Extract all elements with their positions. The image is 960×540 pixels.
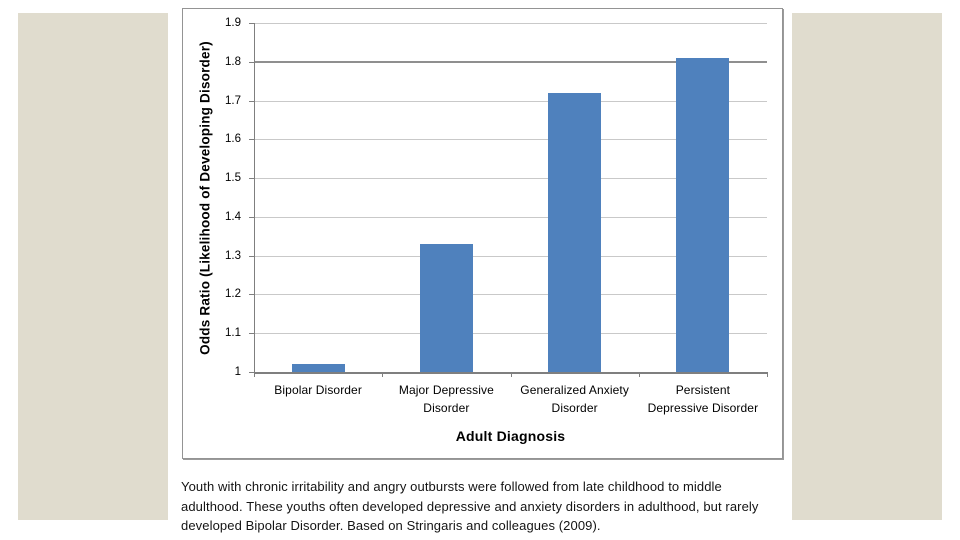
caption: Youth with chronic irritability and angr… — [181, 477, 781, 536]
y-tick-mark — [249, 255, 255, 257]
x-category-label-line: Disorder — [551, 401, 598, 415]
x-axis-category-labels: Bipolar Disorder Major Depressive Disorder… — [254, 381, 767, 417]
x-category-label-generalized-anxiety-disorder: Generalized Anxiety Disorder — [511, 381, 639, 417]
gridline-1.2 — [254, 294, 767, 296]
y-tick-mark — [249, 23, 255, 24]
y-tick-label: 1.9 — [225, 17, 241, 29]
y-tick-label: 1 — [234, 366, 241, 378]
y-tick-mark — [249, 61, 255, 63]
right-decoration-panel — [792, 13, 942, 520]
x-tick-mark — [638, 372, 640, 377]
y-tick-mark — [249, 139, 255, 141]
gridline-1.6 — [254, 139, 767, 141]
x-category-label-line: Disorder — [423, 401, 470, 415]
gridline-1.9 — [254, 23, 767, 24]
caption-line: developed Bipolar Disorder. Based on Str… — [181, 518, 601, 533]
x-tick-mark — [767, 372, 768, 377]
y-tick-mark — [249, 100, 255, 102]
x-category-label-line: Generalized Anxiety — [520, 383, 629, 397]
y-tick-label: 1.3 — [225, 249, 241, 262]
left-decoration-panel — [18, 13, 168, 520]
x-category-label-bipolar-disorder: Bipolar Disorder — [254, 381, 382, 417]
y-axis-line — [254, 23, 255, 373]
bar-persistent-depressive-disorder — [676, 57, 730, 372]
gridline-1.5 — [254, 178, 767, 180]
bar-bipolar-disorder — [291, 364, 345, 372]
y-tick-label: 1.2 — [225, 288, 241, 301]
x-tick-mark — [382, 372, 384, 377]
y-tick-mark — [249, 372, 255, 373]
x-category-label-major-depressive-disorder: Major Depressive Disorder — [382, 381, 510, 417]
bar-major-depressive-disorder — [419, 244, 473, 372]
x-category-label-line: Major Depressive — [398, 383, 494, 397]
x-tick-mark — [254, 372, 255, 377]
y-axis-title: Odds Ratio (Likelihood of Developing Dis… — [197, 41, 213, 355]
plot-area — [254, 23, 767, 372]
chart-frame: Odds Ratio (Likelihood of Developing Dis… — [182, 8, 783, 459]
x-category-label-line: Depressive Disorder — [647, 401, 759, 415]
y-tick-label: 1.1 — [225, 327, 241, 340]
y-tick-label: 1.8 — [225, 55, 241, 68]
y-tick-mark — [249, 333, 255, 335]
y-tick-label: 1.6 — [225, 133, 241, 146]
y-tick-mark — [249, 294, 255, 296]
y-tick-mark — [249, 178, 255, 180]
bar-generalized-anxiety-disorder — [548, 92, 602, 372]
gridline-1.4 — [254, 216, 767, 218]
x-axis-title: Adult Diagnosis — [455, 428, 566, 444]
x-category-label-persistent-depressive-disorder: Persistent Depressive Disorder — [639, 381, 767, 417]
y-tick-label: 1.7 — [225, 94, 241, 107]
caption-line: Youth with chronic irritability and angr… — [181, 479, 722, 494]
gridline-1.3 — [254, 255, 767, 257]
x-category-label-line: Persistent — [675, 383, 731, 397]
gridline-1.8 — [254, 60, 767, 63]
y-tick-label: 1.4 — [225, 210, 241, 223]
x-category-label-line: Bipolar Disorder — [274, 383, 362, 397]
y-tick-label: 1.5 — [225, 172, 241, 185]
y-tick-mark — [249, 216, 255, 218]
gridline-1.1 — [254, 333, 767, 335]
caption-line: adulthood. These youths often developed … — [181, 498, 759, 514]
x-tick-mark — [510, 372, 512, 377]
gridline-1.7 — [254, 100, 767, 102]
